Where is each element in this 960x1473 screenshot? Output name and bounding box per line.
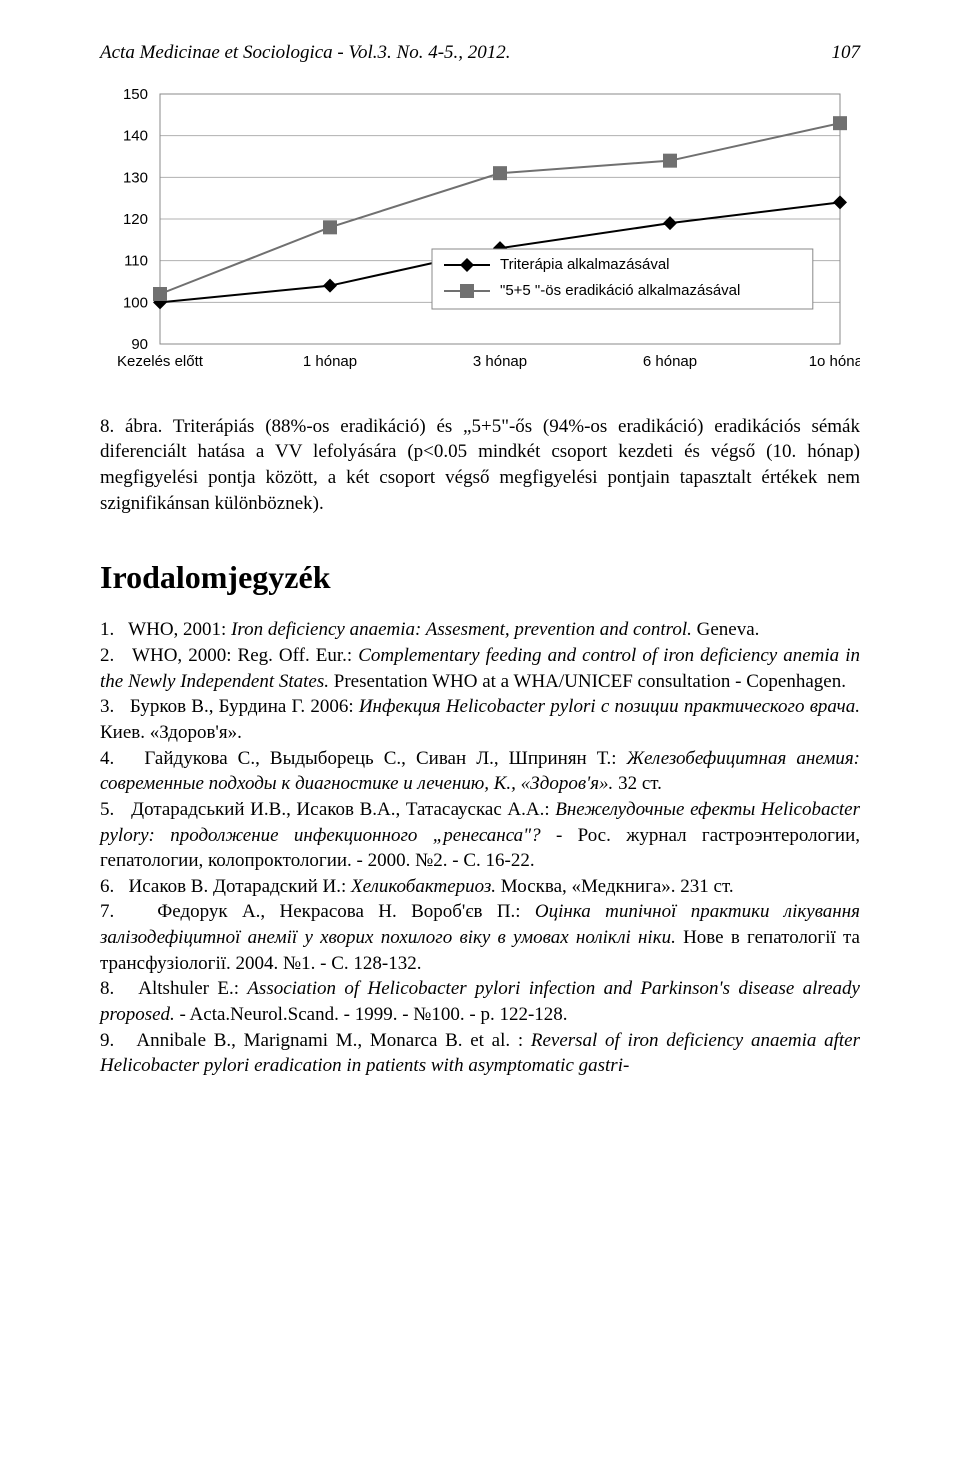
ref-text: Altshuler E.:: [138, 978, 247, 999]
figure-caption: 8. ábra. Triterápiás (88%-os eradikáció)…: [100, 414, 860, 517]
reference-item: 9. Annibale B., Marignami M., Monarca B.…: [100, 1028, 860, 1079]
ref-number: 9.: [100, 1030, 136, 1051]
svg-text:"5+5 "-ös eradikáció alkalmazá: "5+5 "-ös eradikáció alkalmazásával: [500, 282, 740, 299]
svg-text:130: 130: [123, 169, 148, 186]
ref-title: Iron deficiency anaemia: Assesment, prev…: [231, 619, 692, 640]
ref-text: WHO, 2000: Reg. Off. Eur.:: [132, 645, 358, 666]
ref-text: Гайдукова С., Выдыборець С., Сиван Л., Ш…: [144, 748, 626, 769]
ref-title: Хеликобактериоз.: [351, 876, 496, 897]
line-chart: 90 100 110 120 130 140 150 Kezelés előtt 1 hónap…: [100, 84, 860, 384]
section-heading: Irodalomjegyzék: [100, 556, 860, 599]
caption-prefix: 8. ábra.: [100, 416, 173, 437]
svg-text:140: 140: [123, 127, 148, 144]
svg-text:100: 100: [123, 294, 148, 311]
svg-text:90: 90: [131, 336, 148, 353]
svg-text:Kezelés előtt: Kezelés előtt: [117, 353, 204, 370]
reference-item: 2. WHO, 2000: Reg. Off. Eur.: Complement…: [100, 643, 860, 694]
svg-text:1 hónap: 1 hónap: [303, 353, 357, 370]
ref-text: WHO, 2001:: [128, 619, 231, 640]
ref-number: 1.: [100, 619, 128, 640]
ref-text: Annibale B., Marignami M., Monarca B. et…: [136, 1030, 531, 1051]
ref-tail: Киев. «Здоров'я».: [100, 722, 242, 743]
ref-text: Бурков В., Бурдина Г. 2006:: [130, 696, 359, 717]
ref-tail: Москва, «Медкнига». 231 ст.: [496, 876, 734, 897]
reference-item: 5. Дотарадський И.В., Исаков В.А., Татас…: [100, 797, 860, 874]
reference-item: 3. Бурков В., Бурдина Г. 2006: Инфекция …: [100, 694, 860, 745]
svg-text:Triterápia alkalmazásával: Triterápia alkalmazásával: [500, 256, 670, 273]
ref-number: 6.: [100, 876, 129, 897]
reference-item: 8. Altshuler E.: Association of Helicoba…: [100, 976, 860, 1027]
journal-title: Acta Medicinae et Sociologica - Vol.3. N…: [100, 40, 511, 66]
ref-tail: 32 ст.: [613, 773, 662, 794]
reference-item: 6. Исаков В. Дотарадский И.: Хеликобакте…: [100, 874, 860, 900]
page-number: 107: [832, 40, 861, 66]
ref-number: 2.: [100, 645, 132, 666]
reference-item: 4. Гайдукова С., Выдыборець С., Сиван Л.…: [100, 746, 860, 797]
caption-text: Triterápiás (88%-os eradikáció) és „5+5"…: [100, 416, 860, 514]
running-head: Acta Medicinae et Sociologica - Vol.3. N…: [100, 40, 860, 66]
svg-text:110: 110: [124, 252, 148, 269]
ref-text: Исаков В. Дотарадский И.:: [129, 876, 352, 897]
ref-tail: Presentation WHO at a WHA/UNICEF consult…: [329, 671, 846, 692]
svg-text:6 hónap: 6 hónap: [643, 353, 697, 370]
ref-tail: - Acta.Neurol.Scand. - 1999. - №100. - p…: [175, 1004, 568, 1025]
ref-text: Дотарадський И.В., Исаков В.А., Татасаус…: [131, 799, 555, 820]
reference-item: 7. Федорук А., Некрасова Н. Вороб'єв П.:…: [100, 899, 860, 976]
ref-number: 8.: [100, 978, 138, 999]
ref-number: 5.: [100, 799, 131, 820]
ref-text: Федорук А., Некрасова Н. Вороб'єв П.:: [157, 901, 535, 922]
references-list: 1. WHO, 2001: Iron deficiency anaemia: A…: [100, 617, 860, 1079]
svg-text:150: 150: [123, 86, 148, 103]
svg-text:120: 120: [123, 211, 148, 228]
ref-number: 7.: [100, 901, 157, 922]
ref-tail: Geneva.: [692, 619, 760, 640]
ref-number: 3.: [100, 696, 130, 717]
reference-item: 1. WHO, 2001: Iron deficiency anaemia: A…: [100, 617, 860, 643]
svg-text:3 hónap: 3 hónap: [473, 353, 527, 370]
ref-number: 4.: [100, 748, 144, 769]
svg-text:1o hónap: 1o hónap: [809, 353, 860, 370]
ref-title: Инфекция Helicobacter pylori с позиции п…: [359, 696, 860, 717]
